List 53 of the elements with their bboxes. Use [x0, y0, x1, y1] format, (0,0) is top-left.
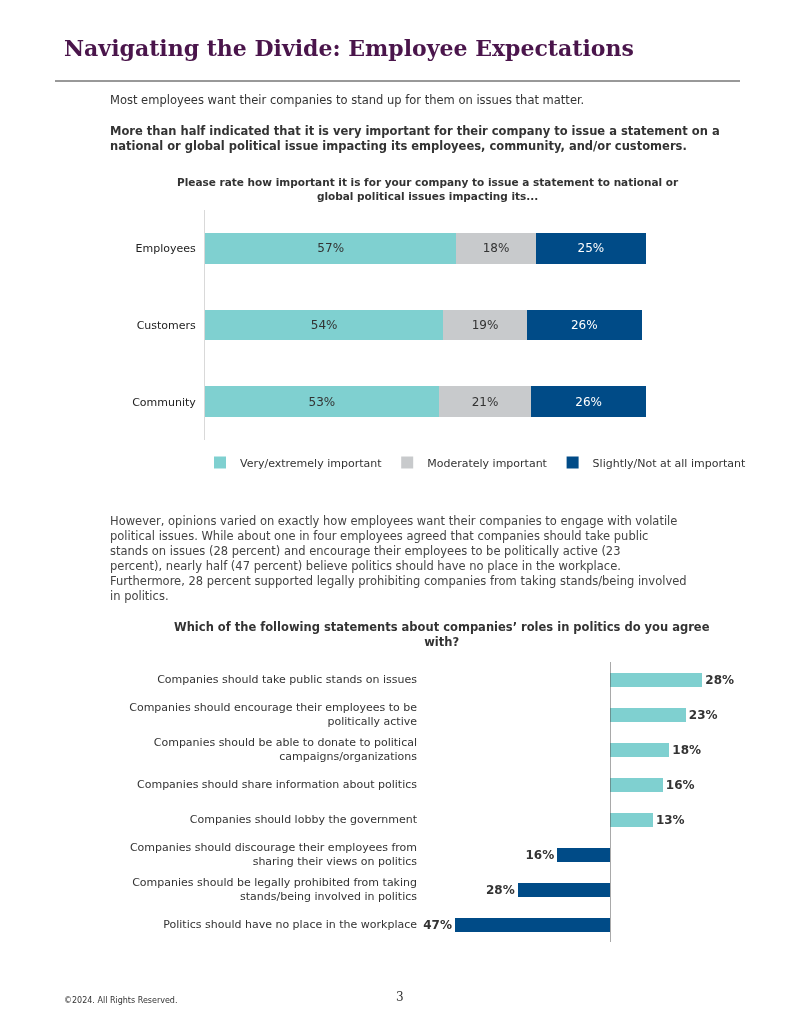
data-label: 26%: [575, 394, 603, 409]
text: Which of the following statements about companies’ roles in politics do you agree with?: [174, 620, 710, 649]
chart-title: Please rate how important it is for your company to issue a statement to national or global political issues impacting its...: [177, 176, 680, 202]
y-tick-label: Politics should have no place in the workplace: [163, 918, 418, 932]
bar: [456, 233, 536, 264]
data-label: 57%: [317, 241, 345, 256]
data-label: 13%: [655, 812, 685, 827]
legend-label: Moderately important: [427, 456, 548, 470]
text: Most employees want their companies to stand up for them on issues that matter.: [110, 93, 585, 107]
bar: [443, 309, 527, 341]
data-label: 53%: [308, 394, 336, 409]
data-label: 16%: [665, 777, 695, 792]
bar: [438, 386, 532, 417]
y-tick-label: Companies should share information about politics: [137, 778, 418, 792]
text: Navigating the Divide: Employee Expectations: [64, 35, 634, 61]
bar: [205, 233, 457, 264]
bar: [610, 812, 653, 827]
data-label: 47%: [423, 917, 452, 932]
y-tick-label: Employees: [135, 242, 197, 256]
y-tick-label: Companies should be able to donate to political campaigns/organizations: [153, 736, 418, 764]
bar: [526, 309, 642, 341]
bar: [610, 742, 670, 757]
y-tick-label: Companies should take public stands on issues: [157, 673, 418, 687]
data-label: 28%: [705, 672, 735, 687]
bar: [205, 309, 444, 341]
legend-label: Very/extremely important: [240, 456, 383, 470]
text: However, opinions varied on exactly how employees want their companies to engage with volatile political issues. While about one in four employees agreed that companies should take public stands on issues (28 percent) and encourage their employees to be politically active (23 percent), nearly half (47 percent) believe politics should have no place in the workplace. Furthermore, 28 percent supported legally prohibiting companies from taking stands/being involved in politics.: [110, 514, 687, 603]
bar: [610, 777, 663, 792]
bar: [205, 386, 439, 417]
data-label: 18%: [672, 742, 702, 757]
data-label: 26%: [570, 318, 598, 332]
y-tick-label: Companies should lobby the government: [189, 813, 418, 827]
y-tick-label: Companies should be legally prohibited from taking stands/being involved in politics: [132, 876, 418, 904]
data-label: 16%: [525, 847, 555, 862]
data-label: 19%: [471, 318, 499, 332]
y-tick-label: Customers: [136, 318, 197, 332]
data-label: 25%: [577, 241, 605, 256]
text: 3: [396, 990, 404, 1004]
data-label: 18%: [482, 241, 510, 256]
y-tick-label: Companies should encourage their employees to be politically active: [129, 701, 418, 729]
bar: [531, 386, 646, 417]
data-label: 54%: [310, 318, 338, 332]
bar: [610, 672, 703, 687]
text: ©2024. All Rights Reserved.: [64, 996, 178, 1005]
y-tick-label: Companies should discourage their employees from sharing their views on politics: [129, 841, 418, 869]
bar: [610, 707, 686, 722]
y-tick-label: Community: [132, 395, 197, 409]
bar: [535, 233, 646, 264]
data-label: 23%: [688, 707, 718, 722]
text: More than half indicated that it is very important for their company to issue a statement on a national or global political issue impacting its employees, community, and/or customers.: [110, 124, 720, 153]
data-label: 21%: [471, 394, 499, 409]
legend-label: Slightly/Not at all important: [592, 456, 746, 470]
data-label: 28%: [485, 882, 515, 897]
